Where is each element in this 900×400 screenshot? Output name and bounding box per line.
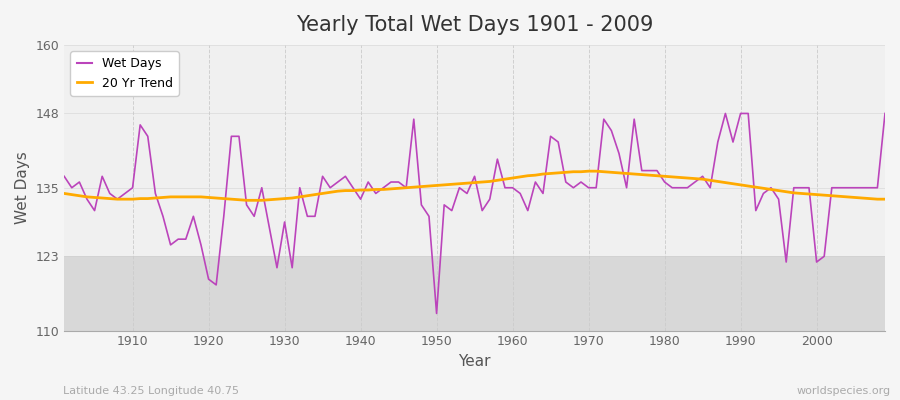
- Wet Days: [515, 191, 526, 196]
- Text: worldspecies.org: worldspecies.org: [796, 386, 891, 396]
- 20 Yr Trend: [120, 197, 130, 202]
- Title: Yearly Total Wet Days 1901 - 2009: Yearly Total Wet Days 1901 - 2009: [296, 15, 653, 35]
- 20 Yr Trend: [340, 188, 351, 193]
- Line: Wet Days: Wet Days: [64, 114, 885, 314]
- Wet Days: [287, 265, 298, 270]
- Y-axis label: Wet Days: Wet Days: [15, 151, 30, 224]
- Wet Days: [606, 128, 616, 133]
- Line: 20 Yr Trend: 20 Yr Trend: [64, 171, 885, 200]
- 20 Yr Trend: [515, 174, 526, 179]
- Wet Days: [431, 311, 442, 316]
- 20 Yr Trend: [614, 170, 625, 175]
- Wet Days: [332, 180, 343, 184]
- Wet Days: [508, 185, 518, 190]
- Wet Days: [879, 111, 890, 116]
- Legend: Wet Days, 20 Yr Trend: Wet Days, 20 Yr Trend: [70, 51, 179, 96]
- X-axis label: Year: Year: [458, 354, 491, 369]
- Text: Latitude 43.25 Longitude 40.75: Latitude 43.25 Longitude 40.75: [63, 386, 239, 396]
- Wet Days: [120, 191, 130, 196]
- Bar: [64, 256, 885, 330]
- Wet Days: [720, 111, 731, 116]
- 20 Yr Trend: [241, 198, 252, 203]
- 20 Yr Trend: [508, 176, 518, 180]
- 20 Yr Trend: [583, 169, 594, 174]
- 20 Yr Trend: [294, 194, 305, 199]
- 20 Yr Trend: [879, 197, 890, 202]
- 20 Yr Trend: [58, 191, 69, 196]
- Wet Days: [58, 174, 69, 179]
